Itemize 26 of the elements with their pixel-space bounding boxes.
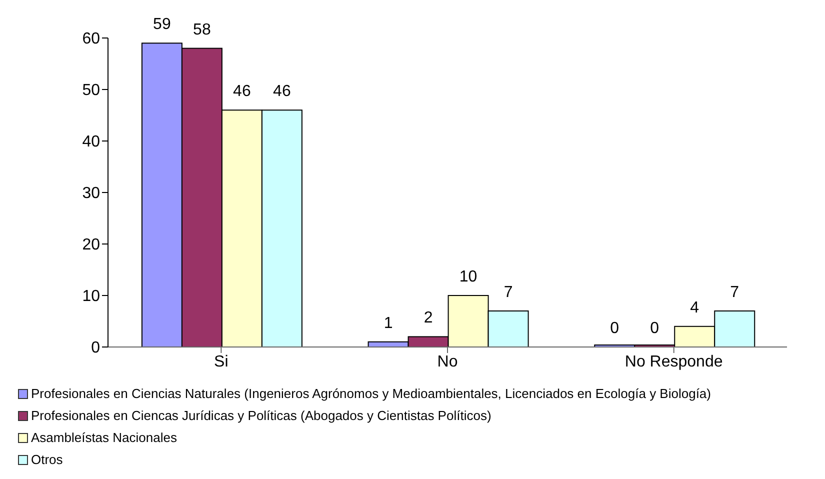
data-label: 4 (690, 299, 700, 316)
legend-label: Profesionales en Ciencas Jurídicas y Políticas (Abogados y Cientistas Políticos) (31, 407, 492, 425)
y-tick-label: 30 (82, 185, 100, 202)
legend-label: Profesionales en Ciencias Naturales (Ingenieros Agrónomos y Medioambientales, Licenciados en Ecología y Biología) (31, 385, 711, 403)
data-label: 7 (504, 284, 513, 301)
legend-label: Asambleístas Nacionales (31, 429, 177, 447)
x-tick-label: Si (214, 353, 228, 370)
y-tick-label: 60 (82, 30, 100, 48)
data-label: 58 (193, 21, 211, 38)
y-tick-label: 10 (82, 288, 100, 306)
legend-label: Otros (31, 451, 63, 469)
data-label: 59 (153, 16, 171, 34)
data-label: 10 (459, 268, 478, 286)
data-label: 46 (233, 83, 251, 100)
x-tick-label: No (437, 353, 458, 370)
data-label: 7 (730, 284, 740, 301)
data-label: 2 (424, 310, 433, 327)
y-tick-label: 50 (82, 82, 100, 100)
data-label: 1 (384, 314, 393, 332)
data-label: 0 (610, 320, 620, 337)
data-label: 46 (273, 83, 291, 100)
y-tick-label: 20 (82, 236, 100, 254)
y-tick-label: 40 (82, 134, 100, 151)
data-label: 0 (650, 320, 660, 337)
y-tick-label: 0 (91, 340, 100, 357)
x-tick-label: No Responde (624, 353, 723, 370)
